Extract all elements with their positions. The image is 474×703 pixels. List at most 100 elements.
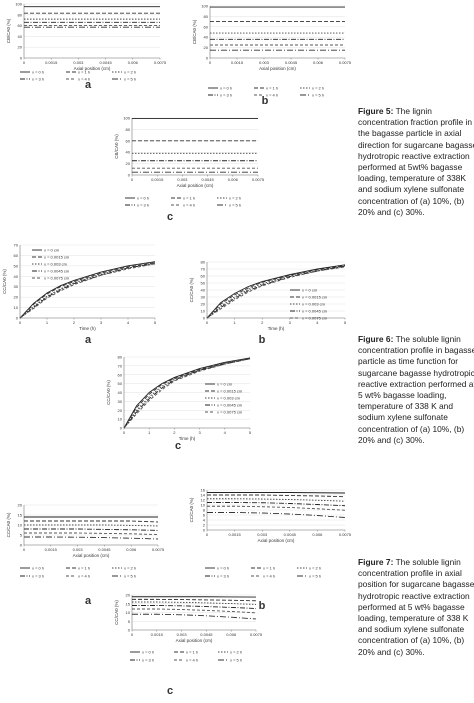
y-tick-label: 0: [120, 426, 123, 431]
y-tick-label: 80: [204, 14, 209, 19]
legend-label: x = 3 h: [217, 574, 229, 579]
legend-label: x = 2 h: [124, 566, 136, 571]
y-tick-label: 30: [14, 284, 19, 289]
series-line: [207, 505, 346, 511]
caption-label: Figure 6:: [358, 334, 394, 344]
y-axis-label: CB/CA0 (%): [192, 19, 197, 44]
x-axis-label: Axial position (cm): [177, 183, 214, 188]
x-axis-label: Axial position (cm): [258, 538, 295, 543]
x-tick-label: 0.006: [228, 177, 239, 182]
x-tick-label: 0.0075: [152, 547, 165, 552]
x-tick-label: 3: [289, 320, 292, 325]
x-axis-label: Time (h): [79, 326, 96, 331]
x-axis-label: Axial position (cm): [259, 66, 296, 71]
y-tick-label: 10: [126, 610, 131, 615]
y-axis-label: CC/CA0 (%): [114, 600, 119, 625]
series-line: [206, 264, 346, 319]
x-tick-label: 0: [19, 320, 22, 325]
series-line: [132, 598, 257, 602]
legend-label: x = 4 h: [183, 203, 195, 208]
y-tick-label: 15: [126, 601, 131, 606]
legend-label: x = 0.0045 cm: [217, 403, 243, 408]
legend-label: x = 3 h: [142, 658, 154, 663]
y-tick-label: 20: [126, 593, 131, 598]
y-tick-label: 0: [203, 316, 206, 321]
legend-label: x = 0.0075 cm: [44, 276, 70, 281]
y-tick-label: 40: [126, 150, 131, 155]
y-tick-label: 0: [203, 528, 206, 533]
y-tick-label: 60: [118, 372, 123, 377]
y-tick-label: 10: [18, 523, 23, 528]
y-tick-label: 60: [14, 253, 19, 258]
legend-label: x = 0 cm: [217, 382, 233, 387]
x-tick-label: 4: [127, 320, 130, 325]
legend-label: x = 1 h: [78, 70, 90, 75]
y-tick-label: 40: [14, 274, 19, 279]
x-tick-label: 4: [224, 430, 227, 435]
legend-label: x = 0 h: [32, 566, 44, 571]
legend-label: x = 0.0075 cm: [302, 316, 328, 321]
x-tick-label: 0: [206, 532, 209, 537]
x-tick-label: 0.003: [73, 547, 84, 552]
x-tick-label: 3: [198, 430, 201, 435]
y-tick-label: 80: [201, 260, 206, 265]
series-line: [123, 357, 251, 429]
x-tick-label: 0.0015: [151, 632, 164, 637]
series-line: [123, 358, 251, 429]
caption-text: The soluble lignin concentration profile…: [358, 334, 474, 445]
y-tick-label: 70: [201, 267, 206, 272]
x-tick-label: 0.003: [257, 532, 268, 537]
legend-label: x = 3 h: [220, 93, 232, 98]
legend-label: x = 4 h: [266, 93, 278, 98]
series-line: [207, 492, 346, 494]
x-tick-label: 0: [206, 320, 209, 325]
y-tick-label: 15: [18, 513, 23, 518]
y-tick-label: 100: [201, 4, 208, 9]
series-line: [132, 605, 257, 609]
caption-label: Figure 5:: [358, 106, 394, 116]
legend-label: x = 4 h: [263, 574, 275, 579]
y-tick-label: 0: [128, 173, 131, 178]
legend-label: x = 0 h: [142, 650, 154, 655]
legend-label: x = 2 h: [312, 86, 324, 91]
y-tick-label: 70: [118, 363, 123, 368]
panel-label: c: [167, 685, 173, 697]
y-tick-label: 40: [18, 34, 23, 39]
legend-label: x = 5 h: [230, 658, 242, 663]
y-tick-label: 0: [16, 316, 19, 321]
legend-label: x = 5 h: [309, 574, 321, 579]
y-axis-label: CC/CA0 (%): [6, 512, 11, 537]
x-tick-label: 0.0015: [228, 532, 241, 537]
y-tick-label: 16: [201, 488, 206, 493]
legend-label: x = 3 h: [32, 574, 44, 579]
y-tick-label: 100: [123, 116, 130, 121]
x-tick-label: 0.0045: [99, 60, 112, 65]
x-tick-label: 1: [46, 320, 49, 325]
series-line: [132, 601, 257, 605]
y-tick-label: 14: [201, 493, 206, 498]
legend-label: x = 0 h: [217, 566, 229, 571]
y-tick-label: 50: [201, 281, 206, 286]
series-line: [19, 262, 156, 319]
panel-label: a: [85, 79, 92, 91]
x-tick-label: 0: [131, 632, 134, 637]
legend-label: x = 4 h: [78, 574, 90, 579]
legend-label: x = 5 h: [124, 574, 136, 579]
x-axis-label: Time (h): [268, 326, 285, 331]
x-tick-label: 0.0015: [151, 177, 164, 182]
panel-label: a: [85, 334, 92, 346]
caption: Figure 6: The soluble lignin concentrati…: [358, 334, 474, 446]
series-line: [206, 265, 346, 319]
y-tick-label: 60: [18, 23, 23, 28]
legend-label: x = 2 h: [230, 650, 242, 655]
y-tick-label: 10: [201, 309, 206, 314]
legend-label: x = 0 cm: [302, 288, 318, 293]
y-tick-label: 20: [126, 161, 131, 166]
x-tick-label: 0.003: [259, 60, 270, 65]
series-line: [123, 358, 251, 429]
y-axis-label: CB/CA0 (%): [114, 134, 119, 159]
legend-label: x = 0 cm: [44, 248, 60, 253]
caption-text: The soluble lignin concentration profile…: [358, 557, 474, 657]
legend-label: x = 2 h: [229, 196, 241, 201]
y-tick-label: 6: [203, 513, 206, 518]
